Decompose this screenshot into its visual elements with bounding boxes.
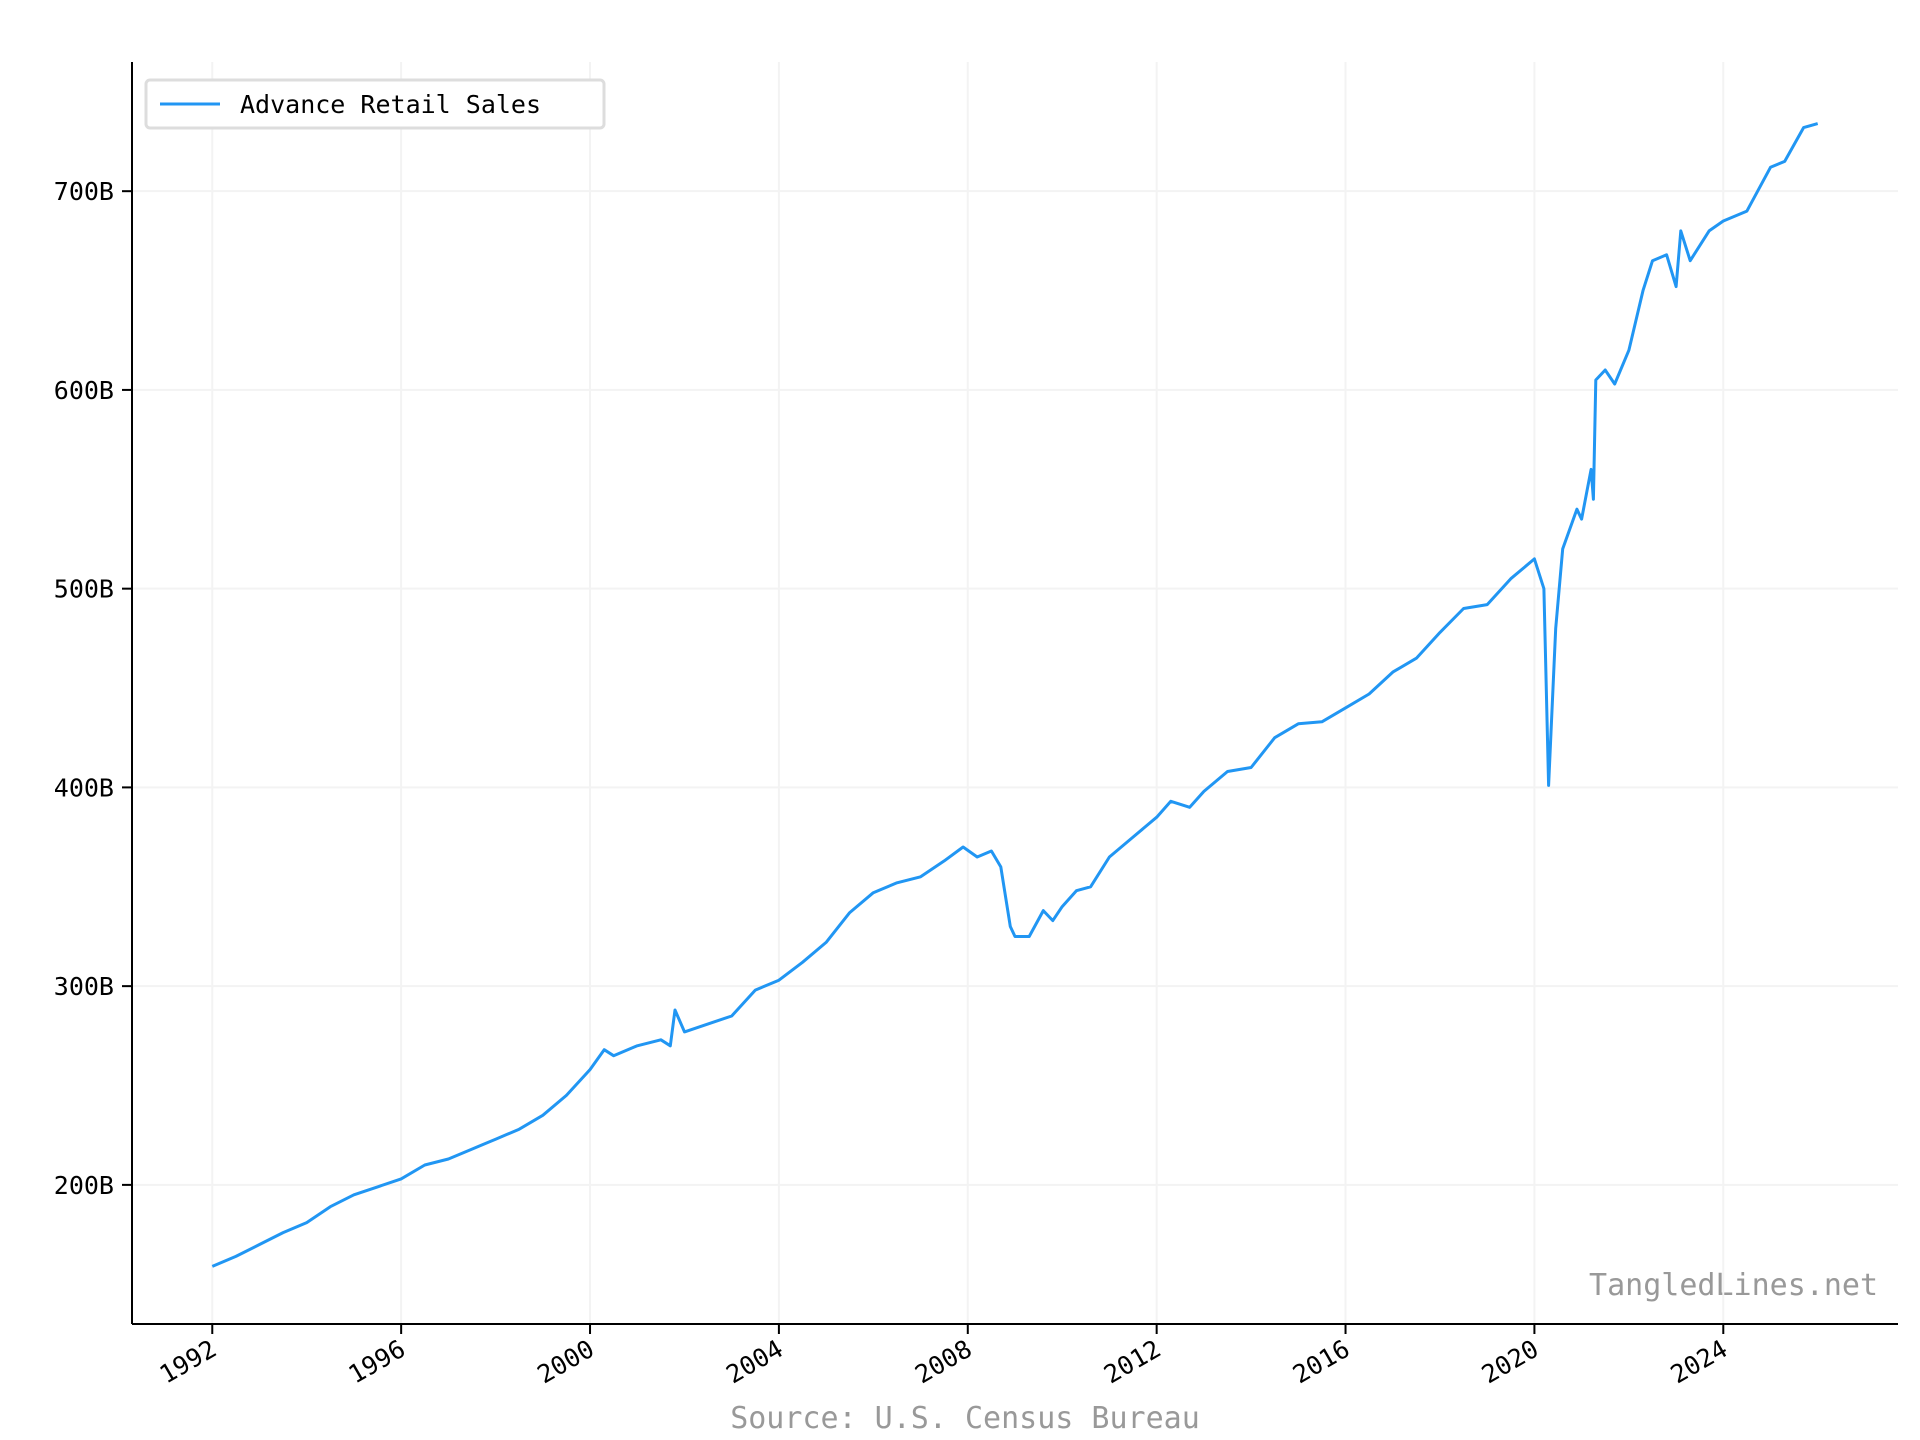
y-tick-label: 300B	[54, 972, 114, 1001]
x-tick-label: 2000	[532, 1334, 599, 1389]
x-tick-label: 1996	[343, 1334, 410, 1389]
legend-box	[144, 78, 606, 130]
legend-label: Advance Retail Sales	[240, 90, 541, 119]
x-tick-label: 1992	[155, 1334, 222, 1389]
y-tick-label: 700B	[54, 177, 114, 206]
y-tick-label: 400B	[54, 773, 114, 802]
y-tick-label: 200B	[54, 1171, 114, 1200]
x-tick-label: 2008	[910, 1334, 977, 1389]
y-tick-label: 600B	[54, 376, 114, 405]
x-tick-label: 2004	[721, 1334, 788, 1389]
data-line	[211, 122, 1819, 1268]
x-tick-label: 2012	[1099, 1334, 1166, 1389]
watermark: TangledLines.net	[1589, 1268, 1878, 1303]
y-tick-label: 500B	[54, 575, 114, 604]
x-tick-label: 2020	[1477, 1334, 1544, 1389]
source-note: Source: U.S. Census Bureau	[730, 1401, 1200, 1436]
x-tick-label: 2016	[1288, 1334, 1355, 1389]
x-tick-label: 2024	[1666, 1334, 1733, 1389]
